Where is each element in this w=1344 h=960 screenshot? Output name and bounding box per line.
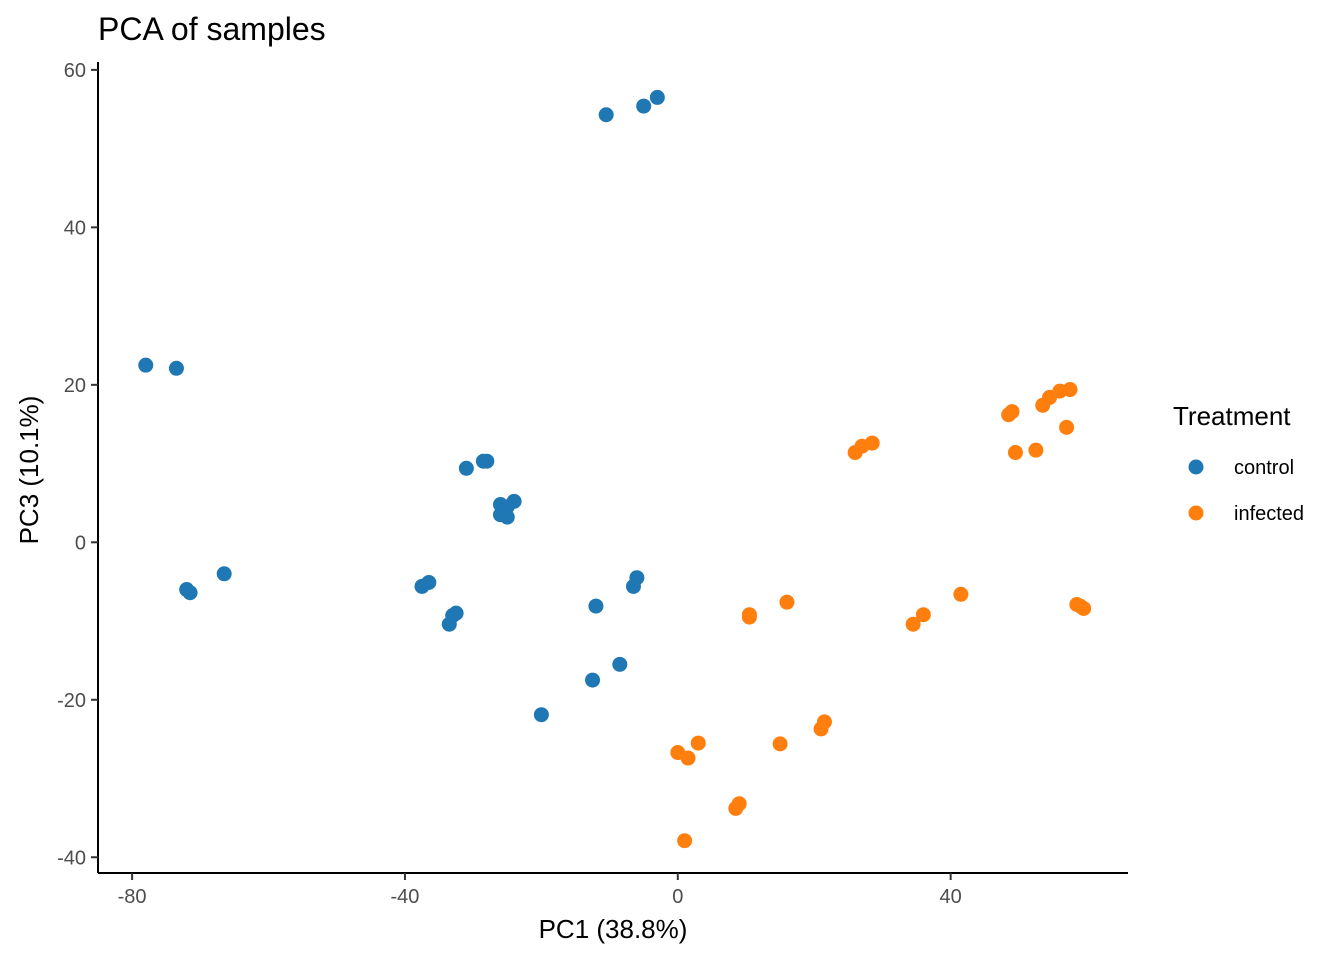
- legend-key-infected: [1188, 505, 1204, 521]
- data-point-control: [479, 453, 495, 469]
- y-tick-label: -20: [57, 690, 86, 712]
- y-tick-label: 40: [64, 217, 86, 239]
- data-point-infected: [741, 609, 757, 625]
- x-tick-label: 40: [940, 886, 962, 908]
- x-tick-label: 0: [672, 886, 683, 908]
- x-tick-label: -80: [118, 886, 147, 908]
- x-axis-ticks: -80 -40 0 40: [118, 873, 962, 908]
- y-tick-label: 20: [64, 375, 86, 397]
- data-point-control: [216, 566, 232, 582]
- data-point-infected: [864, 435, 880, 451]
- data-point-infected: [680, 750, 696, 766]
- y-tick-label: 0: [75, 532, 86, 554]
- data-point-infected: [690, 735, 706, 751]
- legend-key-control: [1188, 459, 1204, 475]
- data-point-infected: [1004, 404, 1020, 420]
- data-point-infected: [1076, 600, 1092, 616]
- data-point-control: [585, 672, 601, 688]
- data-points: [138, 89, 1092, 849]
- data-point-control: [598, 107, 614, 123]
- y-axis-ticks: -40 -20 0 20 40 60: [57, 60, 98, 869]
- data-point-control: [421, 574, 437, 590]
- plot-area: -80 -40 0 40 -40 -20 0 20 40 60: [57, 60, 1128, 908]
- data-point-control: [499, 509, 515, 525]
- legend-items: control infected: [1188, 457, 1304, 525]
- x-axis-title: PC1 (38.8%): [539, 914, 688, 944]
- data-point-control: [588, 598, 604, 614]
- y-axis-title: PC3 (10.1%): [14, 396, 44, 545]
- data-point-control: [625, 578, 641, 594]
- data-point-infected: [953, 586, 969, 602]
- data-point-control: [448, 605, 464, 621]
- data-point-control: [138, 357, 154, 373]
- data-point-control: [649, 89, 665, 105]
- data-point-infected: [677, 833, 693, 849]
- data-point-infected: [728, 800, 744, 816]
- chart-title: PCA of samples: [98, 11, 326, 47]
- y-tick-label: -40: [57, 847, 86, 869]
- data-point-infected: [915, 607, 931, 623]
- data-point-infected: [1028, 442, 1044, 458]
- data-point-infected: [1062, 382, 1078, 398]
- legend-label-infected: infected: [1234, 503, 1304, 525]
- legend-label-control: control: [1234, 457, 1294, 479]
- data-point-control: [441, 616, 457, 632]
- data-point-control: [636, 98, 652, 114]
- data-point-infected: [813, 721, 829, 737]
- data-point-infected: [779, 594, 795, 610]
- data-point-control: [458, 460, 474, 476]
- data-point-infected: [905, 616, 921, 632]
- data-point-infected: [1059, 419, 1075, 435]
- data-point-control: [612, 656, 628, 672]
- legend-title: Treatment: [1173, 401, 1291, 431]
- y-tick-label: 60: [64, 60, 86, 82]
- legend: Treatment control infected: [1173, 401, 1304, 525]
- data-point-infected: [1007, 445, 1023, 461]
- data-point-control: [533, 707, 549, 723]
- x-tick-label: -40: [391, 886, 420, 908]
- data-point-control: [182, 585, 198, 601]
- data-point-control: [168, 360, 184, 376]
- data-point-infected: [772, 736, 788, 752]
